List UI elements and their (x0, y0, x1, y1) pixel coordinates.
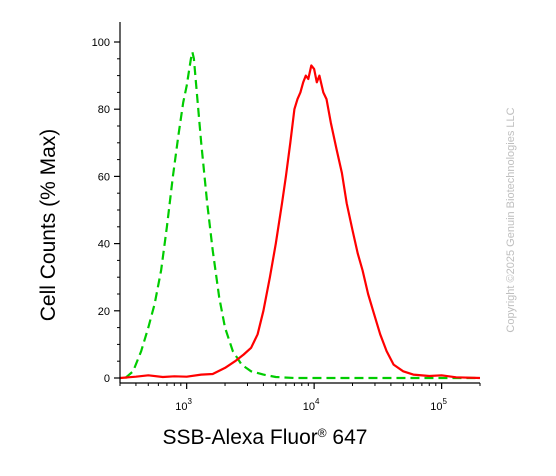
x-tick-base: 10 (175, 401, 187, 413)
x-axis-title-suffix: 647 (327, 426, 368, 449)
x-axis: 103 104 105 (119, 382, 481, 413)
isotype-control-histogram-line (124, 51, 480, 380)
sample-histogram-line (119, 64, 481, 380)
y-tick-label: 0 (104, 373, 110, 385)
y-tick-label: 20 (98, 306, 110, 318)
copyright-watermark: Copyright ©2025 Genuin Biotechnologies L… (505, 107, 517, 332)
y-tick-label: 40 (98, 239, 110, 251)
y-tick-label: 100 (92, 37, 110, 49)
x-tick-label: 105 (430, 397, 447, 413)
x-tick-label: 103 (175, 397, 192, 413)
y-axis-title: Cell Counts (% Max) (37, 129, 60, 322)
x-tick-exponent: 5 (443, 397, 448, 406)
y-tick-label: 80 (98, 104, 110, 116)
x-axis-title-main: SSB-Alexa Fluor (163, 426, 318, 449)
x-tick-base: 10 (430, 401, 442, 413)
y-tick-label: 60 (98, 171, 110, 183)
plot-area (119, 51, 481, 380)
x-tick-base: 10 (303, 401, 315, 413)
x-tick-label: 104 (303, 397, 320, 413)
x-axis-title-registered: ® (318, 426, 327, 440)
x-axis-title: SSB-Alexa Fluor® 647 (163, 426, 368, 449)
y-axis: 0 20 40 60 80 100 (92, 22, 121, 385)
x-tick-exponent: 3 (188, 397, 193, 406)
x-tick-exponent: 4 (315, 397, 320, 406)
